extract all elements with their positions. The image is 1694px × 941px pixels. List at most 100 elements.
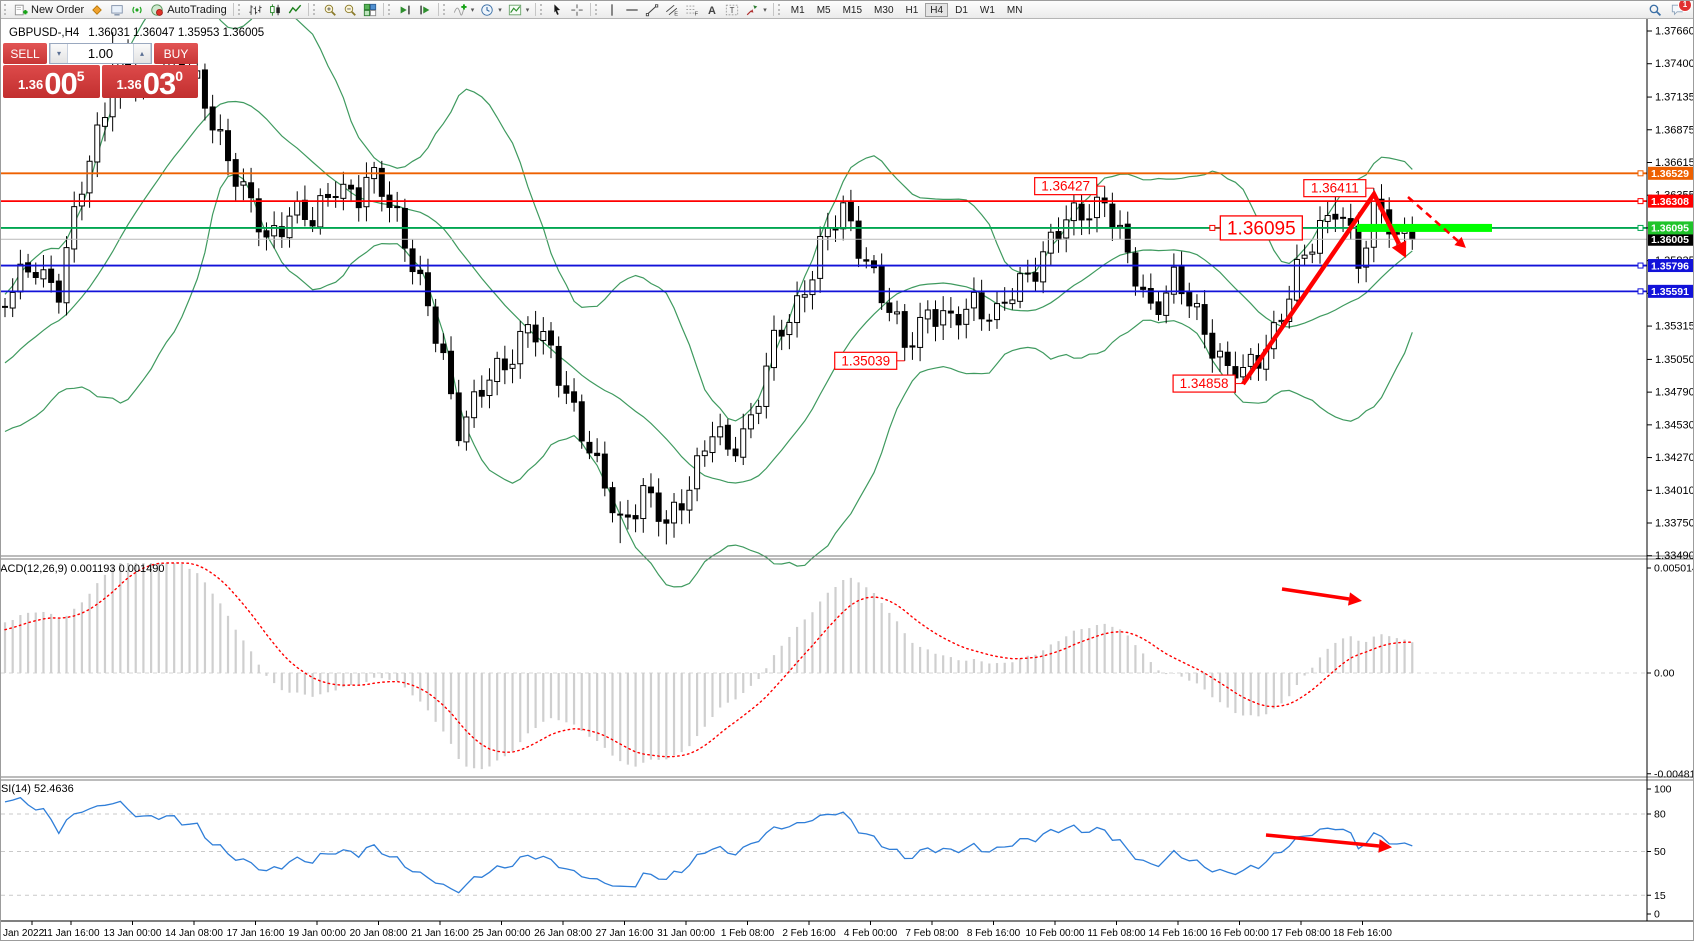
signals-button[interactable]: [128, 2, 146, 17]
svg-text:16 Feb 00:00: 16 Feb 00:00: [1210, 928, 1269, 939]
channel-button[interactable]: E: [663, 2, 681, 17]
hline-1.35796[interactable]: [1, 262, 1647, 269]
buy-button[interactable]: BUY: [154, 43, 198, 64]
text-button[interactable]: A: [703, 2, 721, 17]
cursor-button[interactable]: [548, 2, 566, 17]
toolbar-grip: [4, 4, 8, 15]
dropdown-caret-icon: ▾: [763, 6, 767, 14]
chart-shift-icon: [418, 3, 432, 17]
ohlc-values: 1.36031 1.36047 1.35953 1.36005: [88, 27, 265, 39]
hline-1.36308[interactable]: [1, 198, 1647, 205]
volume-decrease-button[interactable]: [50, 44, 68, 63]
svg-text:14 Feb 16:00: 14 Feb 16:00: [1149, 928, 1208, 939]
chart-shift-button[interactable]: [416, 2, 434, 17]
label-button[interactable]: T: [723, 2, 741, 17]
line-chart-button[interactable]: [286, 2, 304, 17]
macd-label: MACD(12,26,9) 0.001193 0.001490: [1, 563, 164, 575]
price-callout-1.34858[interactable]: 1.34858: [1172, 374, 1244, 393]
templates-button[interactable]: ▾: [506, 2, 532, 17]
svg-text:11 Feb 08:00: 11 Feb 08:00: [1087, 928, 1146, 939]
candles-button[interactable]: [266, 2, 284, 17]
bars-button[interactable]: [246, 2, 264, 17]
sell-price[interactable]: 1.36 00 5: [3, 65, 100, 99]
trend-arrow-dashed[interactable]: [1407, 196, 1466, 248]
svg-text:80: 80: [1654, 809, 1666, 821]
buy-price-digits: 03: [142, 66, 176, 101]
svg-text:18 Feb 16:00: 18 Feb 16:00: [1333, 928, 1392, 939]
timeframe-m5-button[interactable]: M5: [816, 4, 831, 16]
toolbar-separator: [307, 3, 309, 16]
cube-button[interactable]: [88, 2, 106, 17]
zoom-out-button[interactable]: [341, 2, 359, 17]
timeframe-d1-button[interactable]: D1: [955, 4, 968, 16]
svg-text:E: E: [674, 11, 678, 16]
indicators-button[interactable]: ▾: [451, 2, 477, 17]
timeframe-m1-button[interactable]: M1: [790, 4, 805, 16]
new-order-button[interactable]: New Order: [12, 2, 86, 17]
arrows-button[interactable]: ▾: [743, 2, 769, 17]
dropdown-caret-icon: ▾: [470, 6, 475, 14]
price-axis-ticks: 1.37660 1.37400 1.37135 1.36875 1.36615 1.363…: [1647, 26, 1694, 921]
svg-text:1.34858: 1.34858: [1180, 376, 1229, 391]
svg-text:100: 100: [1654, 784, 1672, 796]
trend-arrow-main[interactable]: [1241, 189, 1407, 386]
volume-increase-button[interactable]: [133, 44, 151, 63]
crosshair-button[interactable]: [568, 2, 586, 17]
volume-value[interactable]: 1.00: [87, 46, 114, 61]
svg-text:10 Feb 00:00: 10 Feb 00:00: [1026, 928, 1085, 939]
svg-text:1.37400: 1.37400: [1655, 58, 1694, 70]
current-price-badge: 1.36005: [1648, 232, 1693, 246]
support-zone-highlight[interactable]: [1357, 223, 1492, 232]
rsi-arrow[interactable]: [1265, 833, 1393, 853]
toolbar-separator: [535, 3, 537, 16]
tile-windows-button[interactable]: [361, 2, 379, 17]
horizontal-line-button[interactable]: [623, 2, 641, 17]
toolbar-separator: [590, 3, 592, 16]
timeframe-m15-button[interactable]: M15: [842, 4, 863, 16]
svg-text:A: A: [708, 4, 716, 16]
price-callout-1.35039[interactable]: 1.35039: [834, 351, 905, 370]
price-callout-1.36411[interactable]: 1.36411: [1303, 179, 1374, 198]
timeframe-m30-button[interactable]: M30: [874, 4, 894, 16]
svg-text:0: 0: [1654, 909, 1660, 921]
chat-button[interactable]: 1: [1671, 1, 1692, 17]
periods-button[interactable]: ▾: [478, 2, 504, 17]
hline-1.35591[interactable]: [1, 288, 1647, 295]
zoom-in-button[interactable]: [321, 2, 339, 17]
price-callout-1.36095[interactable]: 1.36095: [1209, 215, 1303, 241]
search-button[interactable]: [1648, 3, 1662, 17]
svg-text:T: T: [730, 6, 735, 15]
cursor-icon: [550, 3, 564, 17]
vertical-line-button[interactable]: [603, 2, 621, 17]
toolbar-button-label: AutoTrading: [167, 3, 227, 16]
autotrading-button[interactable]: AutoTrading: [148, 2, 229, 17]
timeframe-h1-button[interactable]: H1: [905, 4, 919, 16]
svg-text:0.005014: 0.005014: [1654, 563, 1694, 575]
rsi-label: RSI(14) 52.4636: [1, 783, 74, 795]
hline-1.36529[interactable]: [1, 170, 1647, 177]
svg-text:17 Jan 16:00: 17 Jan 16:00: [227, 928, 285, 939]
trendline-button[interactable]: [643, 2, 661, 17]
sell-price-prefix: 1.36: [17, 77, 44, 92]
toolbar-separator: [232, 3, 234, 16]
svg-text:Jan 2022: Jan 2022: [3, 928, 45, 939]
buy-price[interactable]: 1.36 03 0: [101, 65, 198, 101]
autotrading-icon: [150, 3, 164, 17]
price-badge-1.35796: 1.35796: [1648, 259, 1693, 272]
price-callout-1.36427[interactable]: 1.36427: [1034, 177, 1105, 196]
macd-arrow[interactable]: [1281, 587, 1362, 606]
auto-scroll-button[interactable]: [396, 2, 414, 17]
timeframe-h4-button[interactable]: H4: [925, 2, 949, 17]
metaeditor-button[interactable]: [108, 2, 126, 17]
fibonacci-button[interactable]: F: [683, 2, 701, 17]
svg-text:1.33490: 1.33490: [1655, 550, 1694, 562]
candlestick-series: [2, 32, 1416, 545]
timeframe-mn-button[interactable]: MN: [1006, 4, 1023, 16]
toolbar-grip: [237, 4, 242, 15]
metaeditor-icon: [110, 3, 124, 17]
line-chart-icon: [288, 3, 302, 17]
sell-button[interactable]: SELL: [3, 43, 47, 64]
timeframe-w1-button[interactable]: W1: [979, 4, 995, 16]
